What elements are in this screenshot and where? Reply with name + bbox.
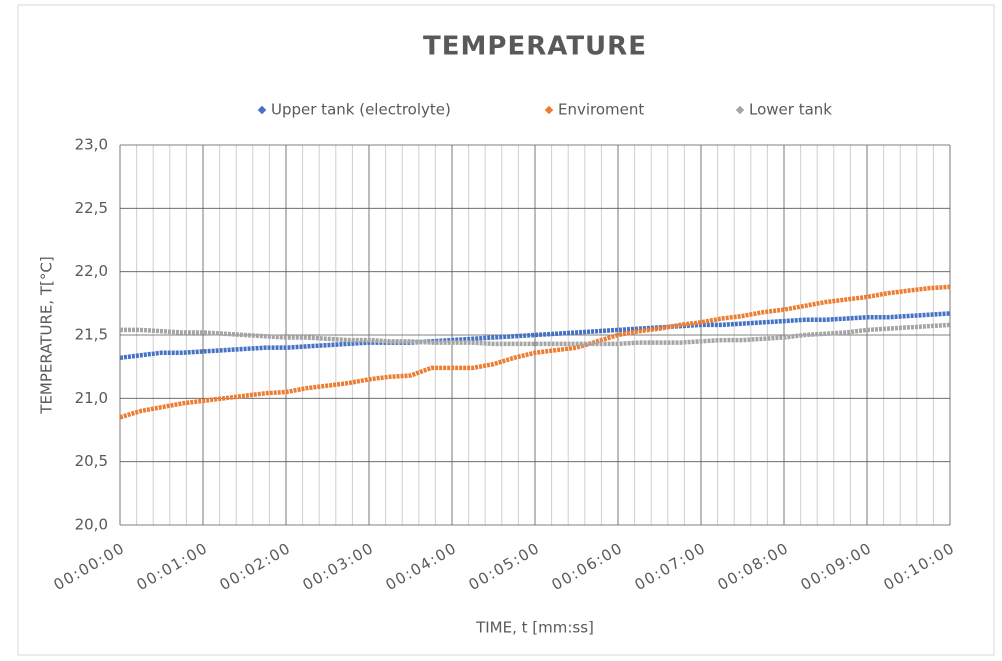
y-tick-label: 21,0 [75,389,108,407]
x-axis-label: TIME, t [mm:ss] [475,619,594,637]
series-line [119,311,951,361]
y-tick-label: 22,5 [75,199,108,217]
chart-title: TEMPERATURE [423,32,647,62]
chart-frame [17,4,995,656]
y-tick-label: 20,0 [75,516,108,534]
y-axis-label: TEMPERATURE, T[°C] [38,256,56,414]
series-line [120,322,951,347]
y-tick-label: 21,5 [75,326,108,344]
series-line [119,284,951,420]
y-tick-label: 20,5 [75,452,108,470]
legend-marker [257,105,267,115]
y-tick-label: 23,0 [75,136,108,154]
y-tick-label: 22,0 [75,262,108,280]
legend-label: Enviroment [558,101,644,119]
legend-label: Lower tank [749,101,832,119]
legend-label: Upper tank (electrolyte) [271,101,451,119]
